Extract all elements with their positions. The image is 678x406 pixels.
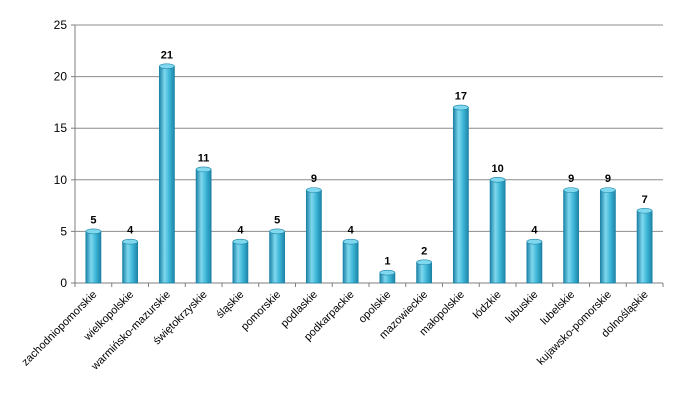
data-label: 9 bbox=[605, 173, 611, 185]
bar-top-cap bbox=[159, 63, 175, 70]
bar bbox=[599, 189, 616, 284]
bar-top-cap bbox=[563, 187, 579, 193]
y-tick-label: 25 bbox=[54, 18, 68, 32]
bar bbox=[195, 169, 212, 284]
bar-top-cap bbox=[600, 187, 616, 193]
bar bbox=[563, 189, 580, 284]
y-tick-label: 10 bbox=[54, 173, 68, 187]
data-label: 9 bbox=[568, 173, 574, 185]
y-tick-labels: 0 5 10 15 20 25 bbox=[54, 18, 68, 290]
bar-top-cap bbox=[489, 177, 506, 183]
bar-top-cap bbox=[526, 238, 543, 245]
data-label: 4 bbox=[127, 225, 134, 237]
bar-top-cap bbox=[636, 207, 653, 214]
data-label: 4 bbox=[237, 225, 244, 237]
bar-top-cap bbox=[453, 104, 469, 111]
x-category-label: łódzkie bbox=[471, 289, 504, 322]
data-label: 21 bbox=[161, 49, 173, 61]
x-category-label: pomorskie bbox=[239, 289, 283, 333]
bar bbox=[158, 65, 175, 284]
bar-top-cap bbox=[269, 228, 285, 235]
bar-top-cap bbox=[306, 187, 322, 193]
bar bbox=[85, 230, 102, 284]
bar bbox=[305, 189, 322, 284]
bar bbox=[452, 107, 469, 284]
bar-top-cap bbox=[379, 269, 396, 276]
bar bbox=[636, 210, 653, 284]
x-category-label: lubuskie bbox=[503, 289, 540, 326]
bar bbox=[269, 230, 286, 284]
bar bbox=[342, 241, 359, 284]
data-label: 1 bbox=[384, 256, 390, 268]
bar bbox=[489, 179, 506, 284]
data-label: 2 bbox=[421, 245, 427, 257]
bar-top-cap bbox=[416, 259, 432, 266]
bars bbox=[85, 63, 653, 284]
data-label: 4 bbox=[348, 225, 355, 237]
bar bbox=[122, 241, 139, 284]
x-category-label: śląskie bbox=[214, 289, 246, 321]
y-tick-label: 5 bbox=[60, 224, 67, 238]
data-label: 10 bbox=[492, 163, 504, 175]
data-labels: 5 4 21 11 4 5 9 4 1 2 17 10 4 9 9 7 bbox=[90, 49, 647, 267]
bar bbox=[416, 261, 433, 284]
bar-top-cap bbox=[195, 166, 212, 173]
bar-top-cap bbox=[122, 238, 138, 245]
data-label: 5 bbox=[274, 214, 280, 226]
data-label: 11 bbox=[198, 152, 210, 164]
y-tick-label: 15 bbox=[54, 121, 68, 135]
x-category-labels: zachodniopomorskiewielkopolskiewarmińsko… bbox=[20, 289, 651, 373]
bar-top-cap bbox=[232, 238, 249, 245]
data-label: 5 bbox=[90, 214, 96, 226]
bar bbox=[232, 241, 249, 284]
data-label: 7 bbox=[642, 194, 648, 206]
y-tick-label: 20 bbox=[54, 70, 68, 84]
data-label: 4 bbox=[531, 225, 538, 237]
data-label: 17 bbox=[455, 91, 467, 103]
x-category-label: opolskie bbox=[356, 289, 393, 326]
bar-top-cap bbox=[342, 238, 359, 245]
bar-top-cap bbox=[85, 228, 102, 235]
data-label: 9 bbox=[311, 173, 317, 185]
y-tick-label: 0 bbox=[60, 276, 67, 290]
bar bbox=[526, 241, 543, 284]
